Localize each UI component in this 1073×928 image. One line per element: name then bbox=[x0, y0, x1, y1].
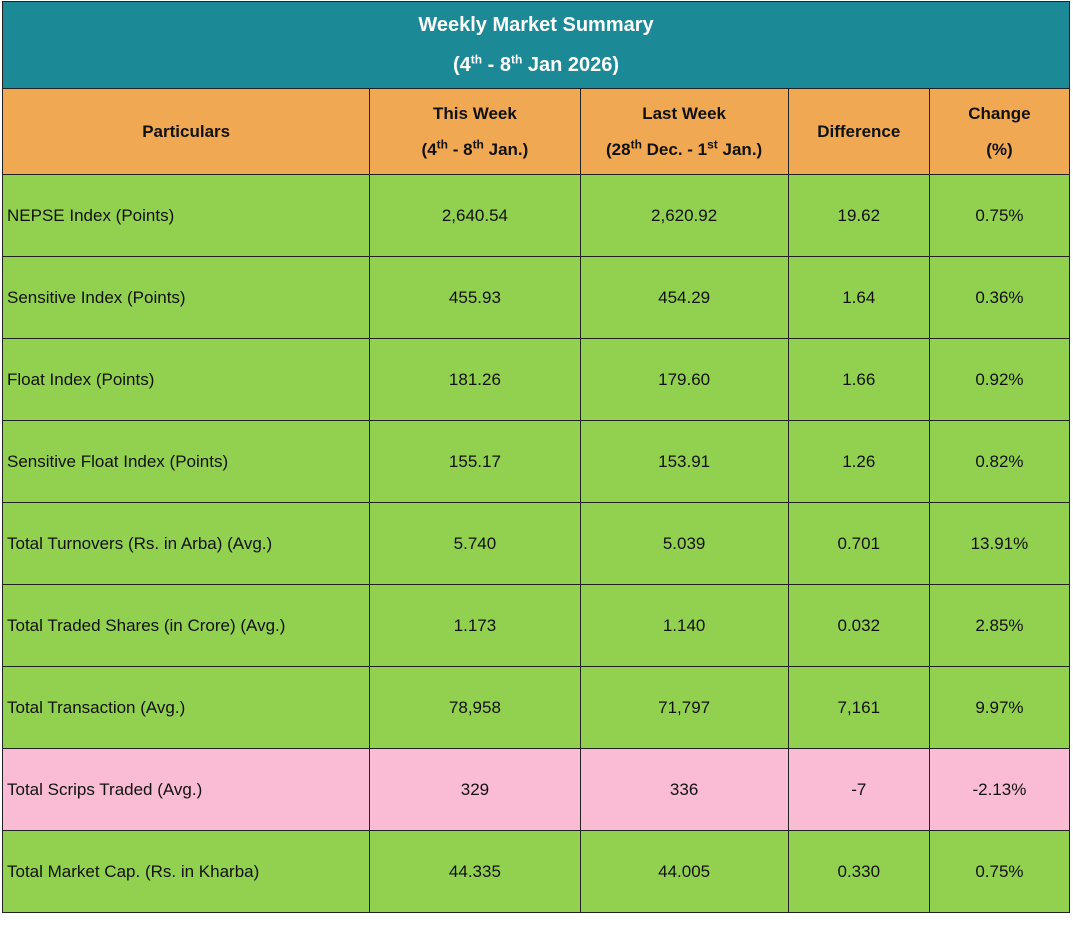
value-cell: 1.26 bbox=[787, 420, 930, 503]
text-part: - 8 bbox=[482, 54, 511, 76]
data-row: Total Scrips Traded (Avg.) 329 336 -7 -2.13% bbox=[1, 748, 1071, 831]
value-cell: 0.92% bbox=[928, 338, 1071, 421]
column-header: Difference bbox=[787, 88, 930, 175]
value-cell: 0.82% bbox=[928, 420, 1071, 503]
label-cell: Total Transaction (Avg.) bbox=[1, 666, 371, 749]
value-cell: 455.93 bbox=[369, 256, 581, 339]
text-part: Jan.) bbox=[717, 139, 763, 159]
value-cell: 179.60 bbox=[579, 338, 789, 421]
value-cell: 0.330 bbox=[787, 830, 930, 913]
text-part: (4 bbox=[421, 139, 437, 159]
title-row: Weekly Market Summary (4th - 8th Jan 2026… bbox=[2, 1, 1070, 89]
superscript: th bbox=[436, 136, 448, 151]
header-row: Particulars This Week (4th - 8th Jan.) Last… bbox=[1, 88, 1071, 175]
value-cell: 454.29 bbox=[579, 256, 789, 339]
value-cell: 1.140 bbox=[579, 584, 789, 667]
header-line: Change bbox=[934, 96, 1065, 132]
text-part: (4 bbox=[452, 54, 471, 76]
text-part: (%) bbox=[986, 139, 1013, 159]
value-cell: 44.005 bbox=[579, 830, 789, 913]
value-cell: 7,161 bbox=[787, 666, 930, 749]
value-cell: 5.039 bbox=[579, 502, 789, 585]
data-row: Total Traded Shares (in Crore) (Avg.) 1.1… bbox=[1, 584, 1071, 667]
title-cell: Weekly Market Summary (4th - 8th Jan 2026… bbox=[2, 1, 1070, 89]
header-line: (28th Dec. - 1st Jan.) bbox=[585, 132, 784, 168]
data-row: Total Market Cap. (Rs. in Kharba) 44.335 4… bbox=[1, 830, 1071, 913]
data-row: Total Turnovers (Rs. in Arba) (Avg.) 5.74… bbox=[1, 502, 1071, 585]
value-cell: 0.75% bbox=[928, 174, 1071, 257]
superscript: th bbox=[630, 136, 642, 151]
value-cell: 155.17 bbox=[369, 420, 581, 503]
subtitle: (4th - 8th Jan 2026) bbox=[7, 45, 1065, 85]
data-row: Sensitive Float Index (Points) 155.17 153.… bbox=[1, 420, 1071, 503]
superscript: th bbox=[510, 52, 523, 67]
column-header: This Week (4th - 8th Jan.) bbox=[369, 88, 581, 175]
column-header: Change (%) bbox=[928, 88, 1071, 175]
value-cell: 13.91% bbox=[928, 502, 1071, 585]
label-cell: NEPSE Index (Points) bbox=[1, 174, 371, 257]
value-cell: 19.62 bbox=[787, 174, 930, 257]
superscript: th bbox=[470, 52, 483, 67]
header-line: This Week bbox=[374, 96, 575, 132]
value-cell: 2.85% bbox=[928, 584, 1071, 667]
value-cell: 44.335 bbox=[369, 830, 581, 913]
value-cell: 0.75% bbox=[928, 830, 1071, 913]
label-cell: Sensitive Float Index (Points) bbox=[1, 420, 371, 503]
text-part: Difference bbox=[817, 121, 901, 141]
header-line: (%) bbox=[934, 132, 1065, 168]
column-header: Particulars bbox=[1, 88, 371, 175]
text-part: This Week bbox=[433, 103, 517, 123]
text-part: Change bbox=[968, 103, 1031, 123]
value-cell: 181.26 bbox=[369, 338, 581, 421]
value-cell: -7 bbox=[787, 748, 930, 831]
value-cell: 1.66 bbox=[787, 338, 930, 421]
value-cell: 153.91 bbox=[579, 420, 789, 503]
data-row: NEPSE Index (Points) 2,640.54 2,620.92 19.6… bbox=[1, 174, 1071, 257]
label-cell: Total Traded Shares (in Crore) (Avg.) bbox=[1, 584, 371, 667]
title: Weekly Market Summary bbox=[418, 14, 654, 36]
text-part: - 8 bbox=[448, 139, 473, 159]
value-cell: 2,640.54 bbox=[369, 174, 581, 257]
header-line: Last Week bbox=[585, 96, 784, 132]
value-cell: 0.701 bbox=[787, 502, 930, 585]
column-header: Last Week (28th Dec. - 1st Jan.) bbox=[579, 88, 789, 175]
text-part: Dec. - 1 bbox=[641, 139, 708, 159]
value-cell: 0.36% bbox=[928, 256, 1071, 339]
text-part: Jan.) bbox=[483, 139, 529, 159]
data-row: Total Transaction (Avg.) 78,958 71,797 7,16… bbox=[1, 666, 1071, 749]
header-line: (4th - 8th Jan.) bbox=[374, 132, 575, 168]
value-cell: 5.740 bbox=[369, 502, 581, 585]
value-cell: 1.64 bbox=[787, 256, 930, 339]
header-line: Difference bbox=[793, 114, 925, 150]
data-row: Float Index (Points) 181.26 179.60 1.66 0.92… bbox=[1, 338, 1071, 421]
value-cell: 336 bbox=[579, 748, 789, 831]
label-cell: Total Market Cap. (Rs. in Kharba) bbox=[1, 830, 371, 913]
text-part: Last Week bbox=[642, 103, 726, 123]
header-line: Particulars bbox=[7, 114, 365, 150]
value-cell: 71,797 bbox=[579, 666, 789, 749]
label-cell: Sensitive Index (Points) bbox=[1, 256, 371, 339]
value-cell: 329 bbox=[369, 748, 581, 831]
value-cell: 78,958 bbox=[369, 666, 581, 749]
superscript: th bbox=[472, 136, 484, 151]
label-cell: Float Index (Points) bbox=[1, 338, 371, 421]
value-cell: 1.173 bbox=[369, 584, 581, 667]
value-cell: 2,620.92 bbox=[579, 174, 789, 257]
label-cell: Total Scrips Traded (Avg.) bbox=[1, 748, 371, 831]
superscript: st bbox=[707, 136, 718, 151]
text-part: Jan 2026) bbox=[522, 54, 620, 76]
value-cell: 9.97% bbox=[928, 666, 1071, 749]
value-cell: -2.13% bbox=[928, 748, 1071, 831]
data-row: Sensitive Index (Points) 455.93 454.29 1.64… bbox=[1, 256, 1071, 339]
text-part: (28 bbox=[606, 139, 631, 159]
text-part: Particulars bbox=[142, 121, 231, 141]
value-cell: 0.032 bbox=[787, 584, 930, 667]
label-cell: Total Turnovers (Rs. in Arba) (Avg.) bbox=[1, 502, 371, 585]
